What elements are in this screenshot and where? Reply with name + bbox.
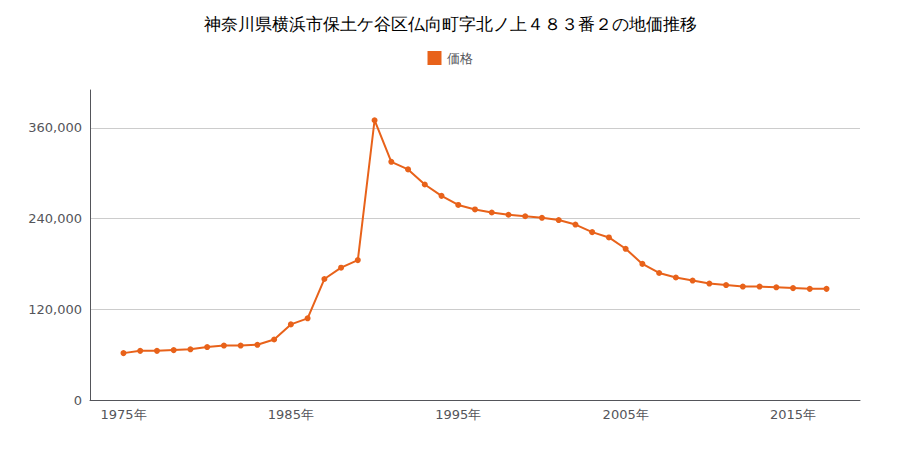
svg-text:1975年: 1975年	[100, 407, 146, 422]
svg-text:2005年: 2005年	[603, 407, 649, 422]
svg-text:120,000: 120,000	[28, 302, 82, 317]
svg-text:240,000: 240,000	[28, 211, 82, 226]
svg-text:1985年: 1985年	[268, 407, 314, 422]
svg-text:2015年: 2015年	[770, 407, 816, 422]
svg-text:価格: 価格	[447, 51, 473, 66]
svg-text:1995年: 1995年	[435, 407, 481, 422]
svg-text:神奈川県横浜市保土ケ谷区仏向町字北ノ上４８３番２の地価推移: 神奈川県横浜市保土ケ谷区仏向町字北ノ上４８３番２の地価推移	[204, 14, 697, 34]
svg-text:0: 0	[74, 393, 82, 408]
svg-text:360,000: 360,000	[28, 120, 82, 135]
